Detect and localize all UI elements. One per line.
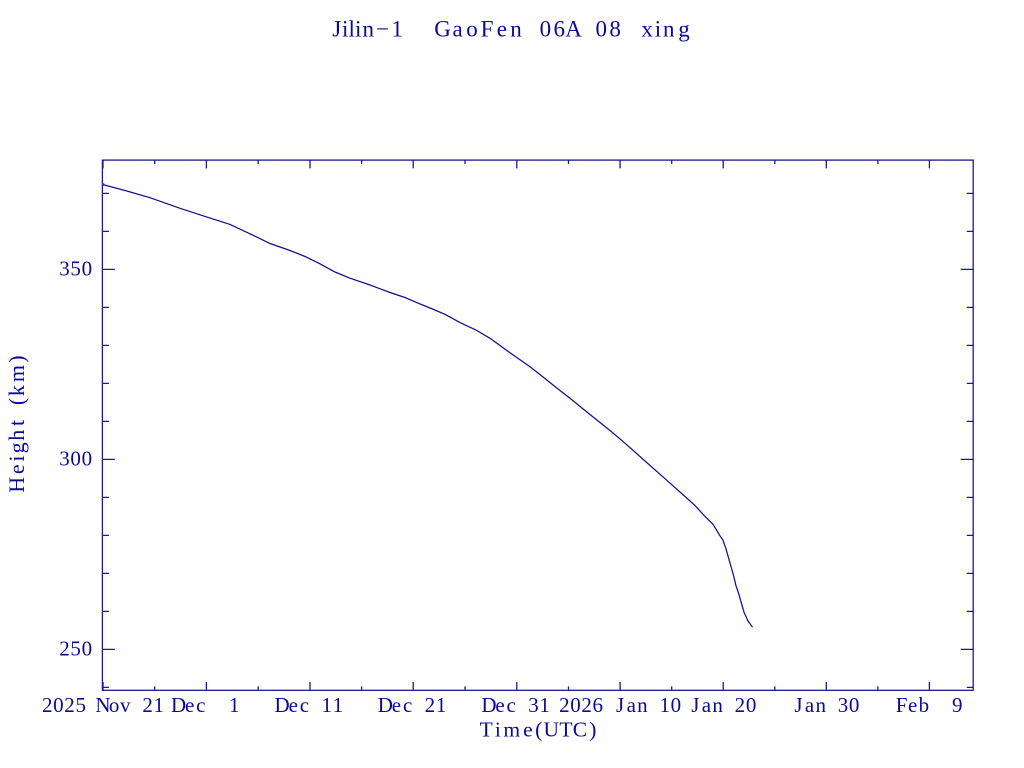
svg-text:Dec 31: Dec 31 — [481, 693, 550, 717]
svg-text:300: 300 — [59, 447, 92, 471]
svg-text:Height (km): Height (km) — [4, 355, 29, 492]
svg-text:2026 Jan 10: 2026 Jan 10 — [559, 693, 681, 717]
svg-text:Dec 21: Dec 21 — [378, 693, 447, 717]
svg-text:350: 350 — [59, 257, 92, 281]
svg-text:Jilin−1 GaoFen 06A 08 xing: Jilin−1 GaoFen 06A 08 xing — [332, 16, 690, 41]
svg-text:2025 Nov 21: 2025 Nov 21 — [42, 693, 164, 717]
svg-text:Dec 11: Dec 11 — [275, 693, 344, 717]
svg-text:Dec 1: Dec 1 — [171, 693, 240, 717]
svg-text:250: 250 — [59, 637, 92, 661]
svg-text:Time(UTC): Time(UTC) — [480, 718, 597, 742]
